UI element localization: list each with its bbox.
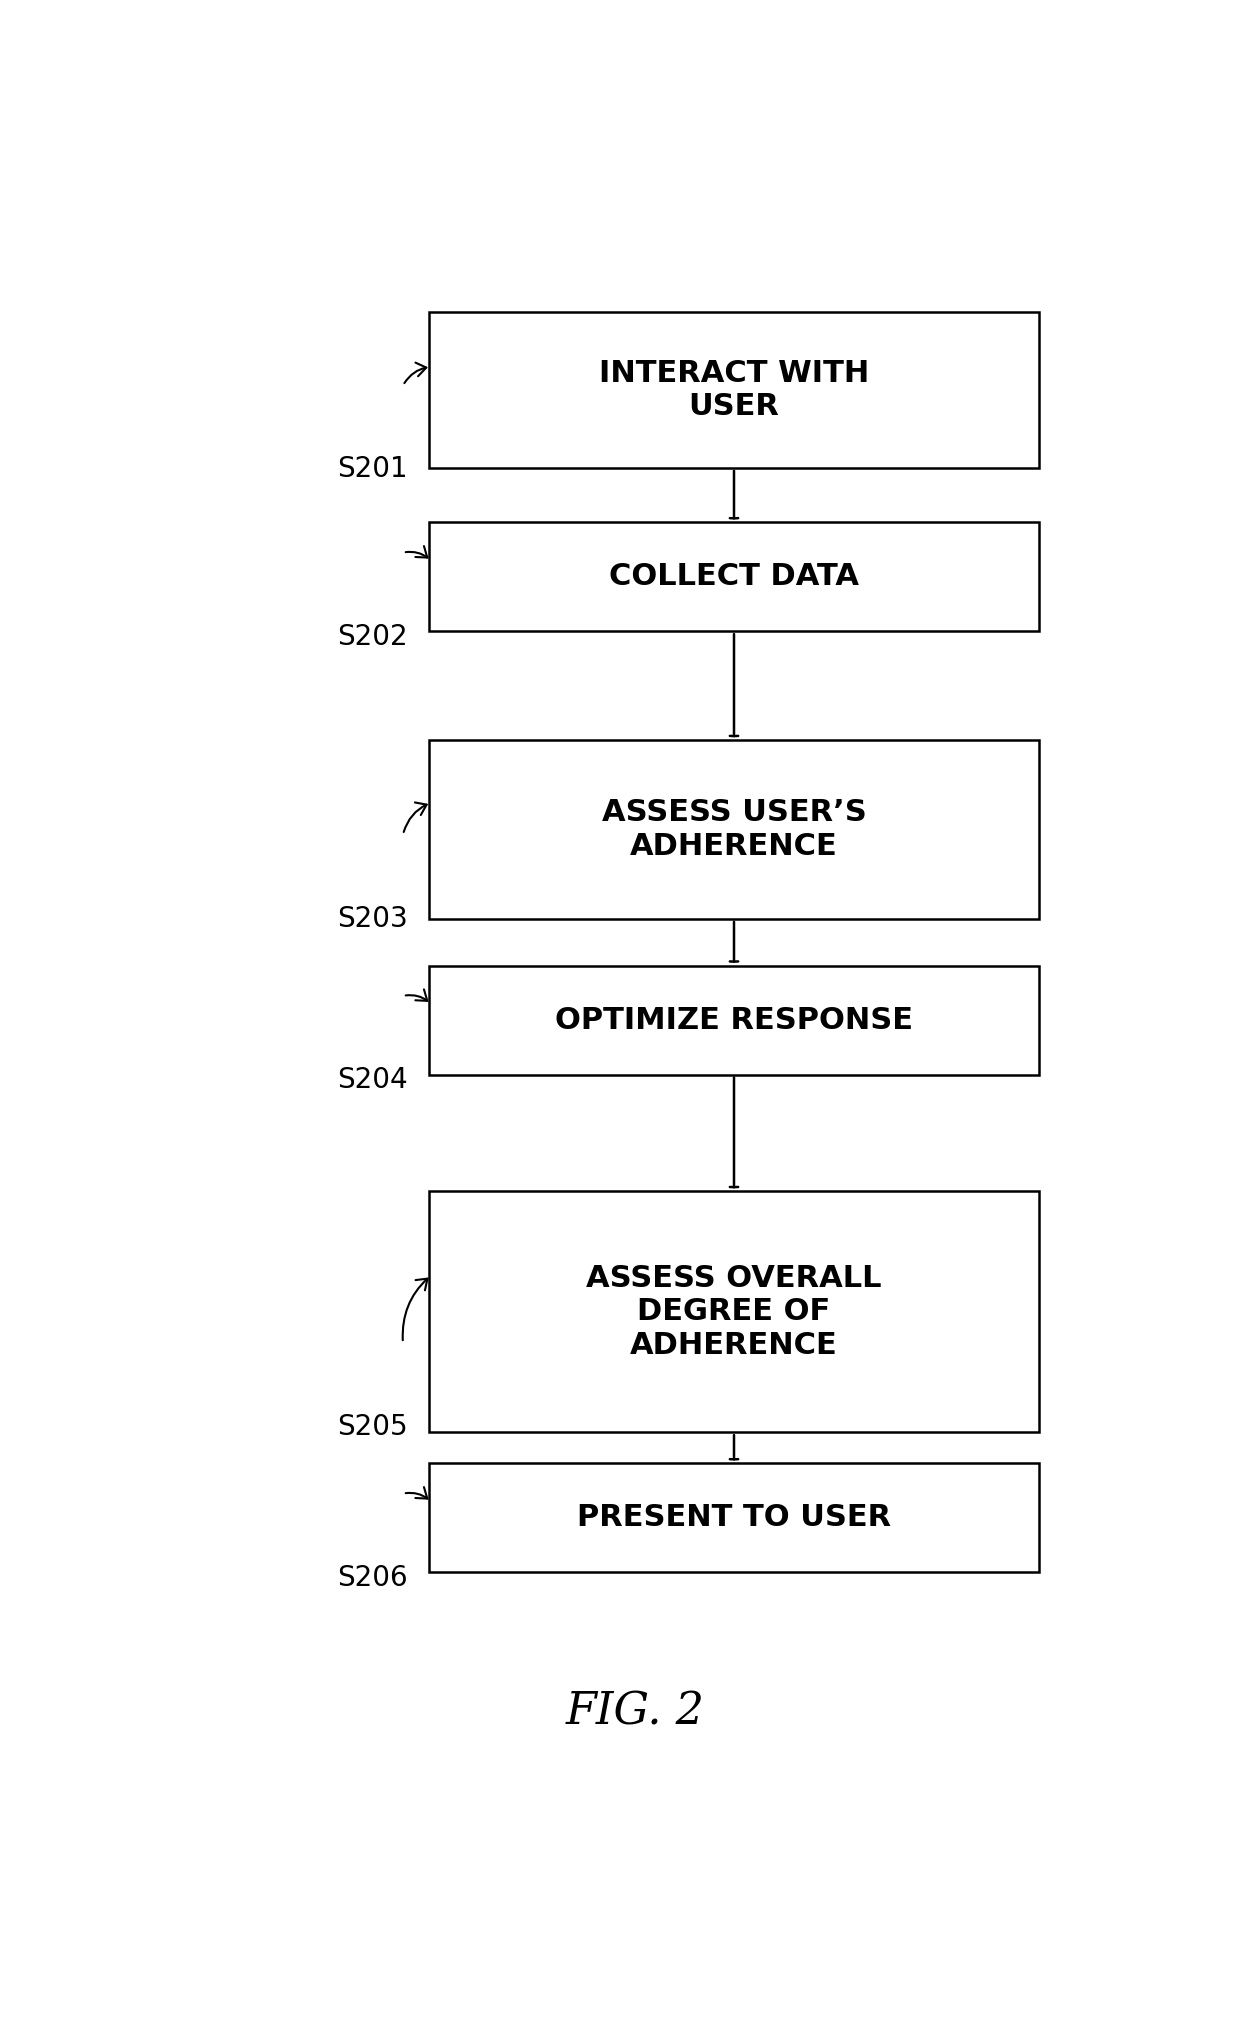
FancyArrowPatch shape — [403, 1279, 428, 1339]
Text: ASSESS USER’S
ADHERENCE: ASSESS USER’S ADHERENCE — [601, 798, 867, 861]
Bar — [429, 1462, 1039, 1572]
Text: PRESENT TO USER: PRESENT TO USER — [577, 1503, 892, 1533]
Bar — [429, 313, 1039, 469]
Text: S201: S201 — [337, 454, 408, 483]
Bar — [429, 739, 1039, 919]
FancyArrowPatch shape — [405, 545, 428, 558]
Text: S204: S204 — [337, 1067, 408, 1093]
FancyArrowPatch shape — [405, 1487, 428, 1499]
Bar — [429, 966, 1039, 1075]
Text: S202: S202 — [337, 622, 408, 650]
Text: COLLECT DATA: COLLECT DATA — [609, 562, 859, 592]
Text: FIG. 2: FIG. 2 — [565, 1691, 706, 1733]
Text: S203: S203 — [337, 905, 408, 933]
Bar — [429, 523, 1039, 630]
Text: ASSESS OVERALL
DEGREE OF
ADHERENCE: ASSESS OVERALL DEGREE OF ADHERENCE — [587, 1265, 882, 1359]
Text: S206: S206 — [337, 1563, 408, 1592]
Text: INTERACT WITH
USER: INTERACT WITH USER — [599, 360, 869, 422]
FancyArrowPatch shape — [404, 802, 427, 832]
Text: S205: S205 — [337, 1414, 408, 1440]
FancyArrowPatch shape — [404, 364, 427, 384]
Bar — [429, 1192, 1039, 1432]
Text: OPTIMIZE RESPONSE: OPTIMIZE RESPONSE — [556, 1006, 913, 1034]
FancyArrowPatch shape — [405, 990, 428, 1000]
